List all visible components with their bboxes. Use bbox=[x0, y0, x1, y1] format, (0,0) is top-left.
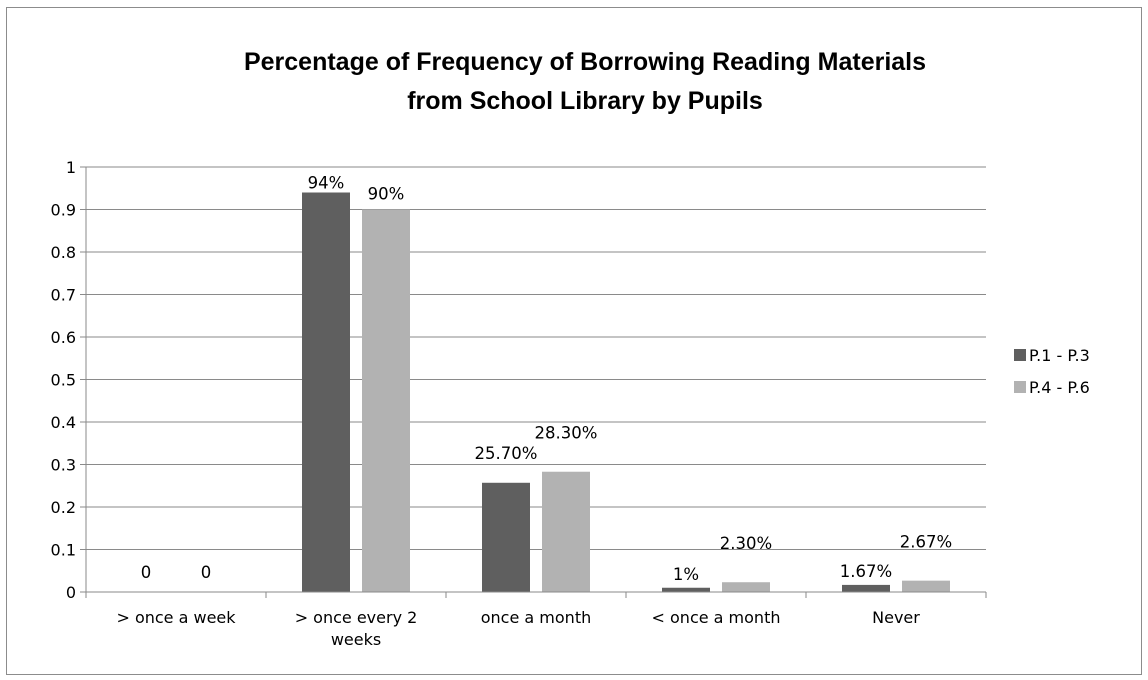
data-label: 2.67% bbox=[900, 533, 952, 552]
bar bbox=[362, 209, 410, 592]
legend: P.1 - P.3 P.4 - P.6 bbox=[1014, 346, 1090, 397]
data-label: 2.30% bbox=[720, 534, 772, 553]
legend-label: P.1 - P.3 bbox=[1029, 346, 1090, 365]
bar-chart: Percentage of Frequency of Borrowing Rea… bbox=[51, 48, 1090, 649]
y-tick-label: 0.9 bbox=[51, 201, 76, 220]
data-label: 28.30% bbox=[535, 424, 598, 443]
bar bbox=[662, 587, 710, 592]
data-label: 1.67% bbox=[840, 562, 892, 581]
x-category-label: > once every 2 weeks bbox=[295, 608, 418, 649]
legend-item: P.1 - P.3 bbox=[1014, 346, 1090, 365]
data-label: 0 bbox=[141, 563, 152, 582]
legend-swatch bbox=[1014, 381, 1026, 393]
y-tick-label: 0.8 bbox=[51, 243, 76, 262]
bar bbox=[482, 482, 530, 592]
x-axis-category-labels: > once a week > once every 2 weeks once a m… bbox=[116, 608, 920, 649]
bar bbox=[842, 584, 890, 592]
x-category-label: once a month bbox=[481, 608, 591, 627]
bars bbox=[302, 192, 950, 592]
y-tick-label: 0.1 bbox=[51, 541, 76, 560]
x-category-label: Never bbox=[872, 608, 920, 627]
legend-swatch bbox=[1014, 349, 1026, 361]
y-tick-label: 0.4 bbox=[51, 413, 76, 432]
bar bbox=[722, 582, 770, 592]
y-tick-label: 1 bbox=[66, 158, 76, 177]
y-tick-label: 0.7 bbox=[51, 286, 76, 305]
y-tick-label: 0.2 bbox=[51, 498, 76, 517]
x-category-label: < once a month bbox=[652, 608, 781, 627]
axes bbox=[80, 166, 987, 598]
chart-title-line-2: from School Library by Pupils bbox=[407, 87, 763, 115]
chart-frame: Percentage of Frequency of Borrowing Rea… bbox=[6, 7, 1142, 675]
legend-item: P.4 - P.6 bbox=[1014, 378, 1090, 397]
y-tick-label: 0.5 bbox=[51, 371, 76, 390]
bar bbox=[902, 580, 950, 592]
data-label: 25.70% bbox=[475, 444, 538, 463]
chart-title: Percentage of Frequency of Borrowing Rea… bbox=[244, 48, 926, 115]
gridlines bbox=[86, 166, 986, 550]
bar bbox=[542, 471, 590, 592]
y-tick-label: 0 bbox=[66, 583, 76, 602]
data-label: 0 bbox=[201, 563, 212, 582]
bar bbox=[302, 192, 350, 592]
data-label: 90% bbox=[368, 185, 405, 204]
y-tick-label: 0.6 bbox=[51, 328, 76, 347]
legend-label: P.4 - P.6 bbox=[1029, 378, 1090, 397]
y-tick-label: 0.3 bbox=[51, 456, 76, 475]
x-category-label: > once a week bbox=[116, 608, 236, 627]
y-axis-tick-labels: 0 0.1 0.2 0.3 0.4 0.5 0.6 0.7 0.8 0.9 1 bbox=[51, 158, 76, 602]
data-label: 1% bbox=[673, 565, 699, 584]
data-label: 94% bbox=[308, 174, 345, 193]
chart-title-line-1: Percentage of Frequency of Borrowing Rea… bbox=[244, 48, 926, 76]
data-labels: 0 94% 25.70% 1% 1.67% 0 90% 28.30% 2.30% 2.67% bbox=[141, 174, 952, 584]
